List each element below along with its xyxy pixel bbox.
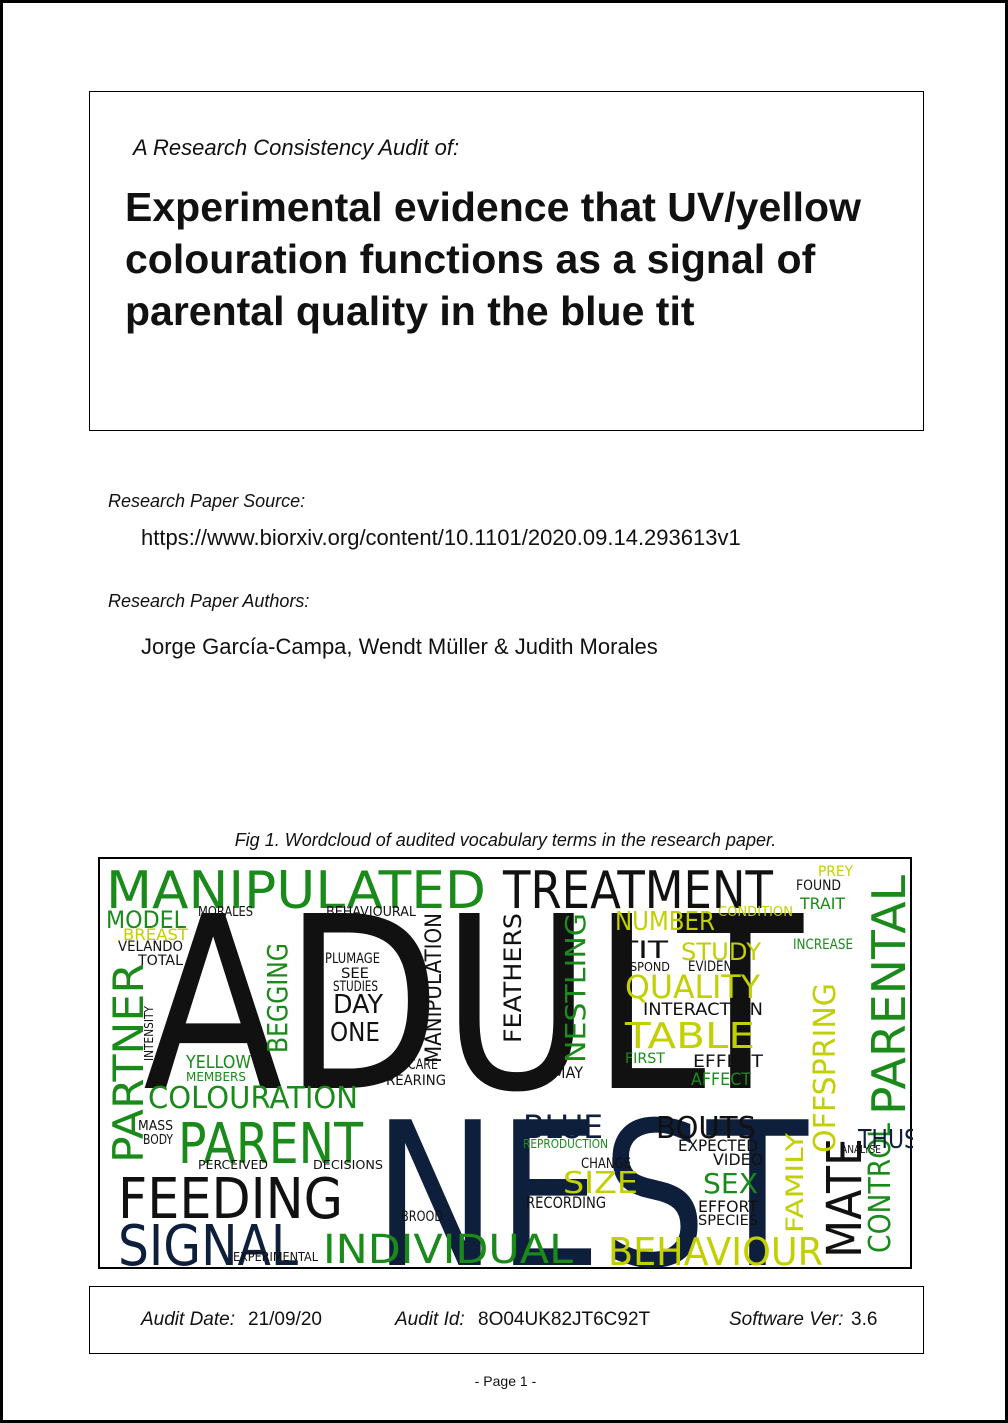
page-number: - Page 1 - [474, 1373, 537, 1389]
cloud-word: YELLOW [185, 1052, 251, 1073]
cloud-word: SPECIES [698, 1213, 758, 1229]
cloud-word: TOTAL [137, 953, 183, 969]
date-label: Audit Date: [141, 1309, 235, 1330]
cloud-word: BODY [143, 1133, 173, 1148]
cloud-word: FIRST [625, 1051, 665, 1067]
header-box [89, 91, 924, 431]
cloud-word: RECORDING [526, 1193, 606, 1212]
cloud-word: NEST [373, 1080, 809, 1270]
cloud-word: MANIPULATION [422, 913, 447, 1063]
cloud-word: CARE [408, 1057, 438, 1073]
cloud-word: MANIPULATED [106, 861, 486, 921]
cloud-word: EXPERIMENTAL [233, 1250, 318, 1264]
cloud-word: MASS [138, 1119, 173, 1134]
authors: Jorge García-Campa, Wendt Müller & Judit… [141, 634, 658, 659]
cloud-word: OFFSPRING [808, 983, 843, 1153]
cloud-word: PREY [818, 864, 853, 880]
cloud-word: INDIVIDUAL [323, 1227, 574, 1270]
cloud-word: EFFECT [693, 1052, 764, 1072]
cloud-word: BEHAVIOURAL [326, 905, 417, 920]
cloud-word: PARENT [178, 1112, 364, 1177]
cloud-word: COLOURATION [148, 1081, 358, 1116]
cloud-word: EXPECTED [678, 1136, 758, 1155]
cloud-word: ADULT [143, 865, 804, 1145]
cloud-word: DAY [333, 990, 383, 1020]
cloud-word: BROOD [401, 1209, 443, 1225]
cloud-word: RESPOND [615, 960, 670, 974]
cloud-word: PARENTAL [862, 875, 913, 1115]
cloud-word: PARTNER [104, 963, 153, 1163]
cloud-word: INTENSITY [142, 1005, 156, 1061]
cloud-word: FEATHERS [499, 913, 527, 1043]
cloud-word: MAY [553, 1063, 583, 1082]
cloud-word: VIDEO [713, 1150, 763, 1169]
cloud-word: NUMBER [615, 907, 715, 937]
cloud-word: INCREASE [793, 937, 853, 953]
cloud-word: SIGNAL [118, 1214, 298, 1270]
cloud-word: BOUTS [656, 1111, 756, 1146]
cloud-word: TIT [617, 936, 669, 964]
cloud-word: VELANDO [118, 939, 183, 955]
cloud-word: STUDY [681, 938, 761, 966]
cloud-word: STUDIES [333, 979, 378, 995]
version-label: Software Ver: [729, 1309, 844, 1330]
cloud-word: NESTLING [559, 913, 592, 1063]
source-url: https://www.biorxiv.org/content/10.1101/… [141, 525, 741, 550]
source-label: Research Paper Source: [108, 491, 306, 511]
cloud-word: SEE [341, 966, 369, 982]
cloud-word: SEX [703, 1167, 758, 1200]
title: Experimental evidence that UV/yellow col… [125, 184, 861, 334]
cloud-word: FAMILY [781, 1133, 809, 1233]
cloud-word: BEHAVIOUR [608, 1230, 823, 1270]
cloud-word: TREATMENT [502, 861, 773, 921]
cloud-word: TRAIT [799, 894, 845, 913]
date: 21/09/20 [248, 1309, 322, 1330]
cloud-word: CHANGE [581, 1156, 631, 1172]
cloud-word: FOUND [796, 878, 841, 894]
audit-id: 8O04UK82JT6C92T [478, 1309, 651, 1330]
cloud-word: DECISIONS [313, 1158, 383, 1172]
cloud-word: REARING [386, 1073, 446, 1089]
cloud-word: MATE [817, 1138, 873, 1258]
cloud-word: MEMBERS [186, 1070, 246, 1084]
cloud-word: REPRODUCTION [523, 1137, 608, 1151]
cloud-word: PERCEIVED [198, 1158, 268, 1172]
cloud-word: BREAST [123, 925, 188, 944]
cloud-word: THUS [857, 1125, 913, 1155]
wordcloud-frame [98, 857, 912, 1269]
cloud-word: MORALES [198, 905, 253, 920]
cloud-word: PLUMAGE [325, 951, 380, 967]
cloud-word: CONTROL [863, 1123, 898, 1253]
cloud-word: EFFORT [698, 1197, 758, 1216]
cloud-word: QUALITY [625, 968, 760, 1006]
cloud-word: BLUE [523, 1108, 603, 1146]
subtitle: A Research Consistency Audit of: [133, 135, 460, 160]
id-label: Audit Id: [395, 1309, 465, 1330]
cloud-word: EVIDENCE [688, 959, 748, 975]
cloud-word: MODEL [106, 906, 187, 934]
cloud-word: FEEDING [118, 1167, 343, 1232]
version: 3.6 [851, 1309, 878, 1330]
cloud-word: TABLE [624, 1016, 755, 1057]
authors-label: Research Paper Authors: [108, 591, 310, 611]
cloud-word: INTERACTION [643, 1000, 763, 1020]
cloud-word: CONDITION [718, 905, 793, 920]
cloud-word: BEGGING [261, 943, 294, 1053]
cloud-word: AFFECT [691, 1070, 752, 1090]
caption: Fig 1. Wordcloud of audited vocabulary t… [234, 830, 777, 850]
footer-box [89, 1286, 924, 1354]
cloud-word: ONE [330, 1018, 380, 1048]
cloud-word: SIZE [563, 1166, 638, 1201]
cloud-word: ANALYSE [841, 1143, 881, 1156]
